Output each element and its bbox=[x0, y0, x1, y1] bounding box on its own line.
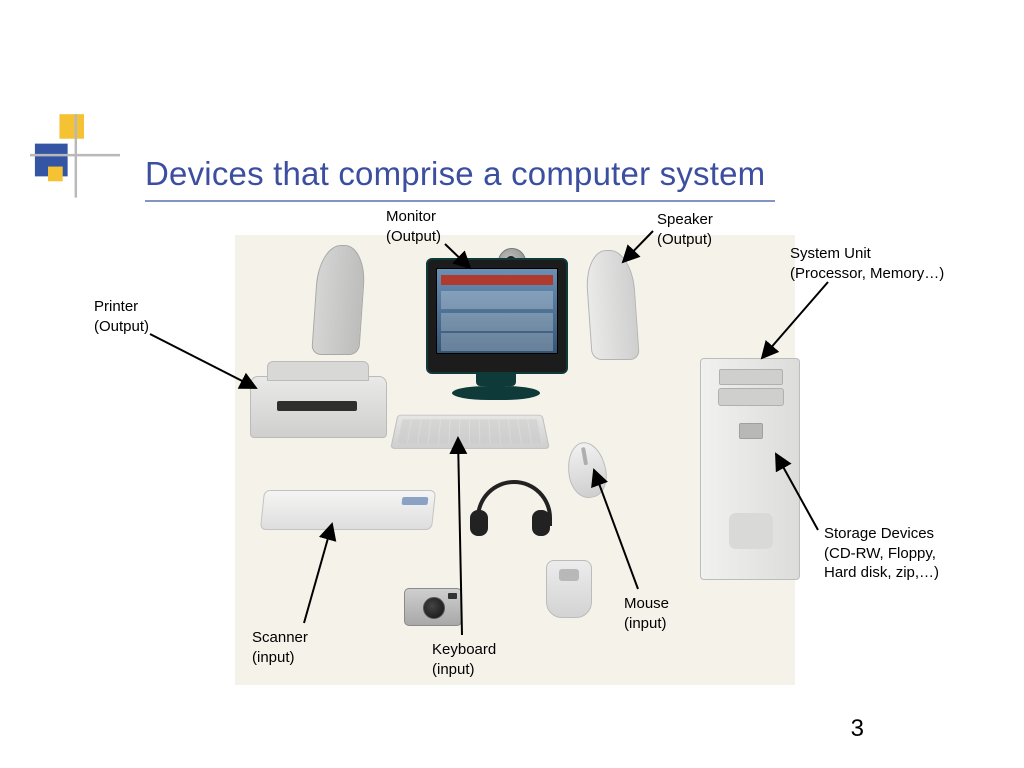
label-scanner-line2: (input) bbox=[252, 648, 308, 668]
printer-icon bbox=[250, 376, 387, 438]
slide-logo-icon bbox=[30, 110, 120, 210]
page-number: 3 bbox=[851, 715, 864, 743]
label-mouse-line1: Mouse bbox=[624, 594, 669, 614]
label-storage-line2: (CD-RW, Floppy, bbox=[824, 544, 939, 564]
label-sysunit-line1: System Unit bbox=[790, 244, 944, 264]
keyboard-icon bbox=[394, 410, 546, 452]
label-system-unit: System Unit (Processor, Memory…) bbox=[790, 244, 944, 283]
label-printer-line2: (Output) bbox=[94, 317, 149, 337]
modem-icon bbox=[546, 560, 592, 618]
mouse-icon bbox=[568, 442, 606, 498]
label-printer: Printer (Output) bbox=[94, 297, 149, 336]
monitor-icon bbox=[420, 258, 570, 408]
label-monitor: Monitor (Output) bbox=[386, 207, 441, 246]
label-keyboard: Keyboard (input) bbox=[432, 640, 496, 679]
headset-icon bbox=[470, 480, 550, 542]
label-mouse: Mouse (input) bbox=[624, 594, 669, 633]
title-underline bbox=[145, 200, 775, 202]
slide-title: Devices that comprise a computer system bbox=[145, 155, 765, 193]
label-monitor-line1: Monitor bbox=[386, 207, 441, 227]
label-mouse-line2: (input) bbox=[624, 614, 669, 634]
label-scanner: Scanner (input) bbox=[252, 628, 308, 667]
system-unit-icon bbox=[700, 358, 800, 580]
label-storage: Storage Devices (CD-RW, Floppy, Hard dis… bbox=[824, 524, 939, 583]
label-speaker-line2: (Output) bbox=[657, 230, 713, 250]
label-keyboard-line2: (input) bbox=[432, 660, 496, 680]
label-storage-line1: Storage Devices bbox=[824, 524, 939, 544]
slide: Devices that comprise a computer system … bbox=[0, 0, 1024, 768]
label-monitor-line2: (Output) bbox=[386, 227, 441, 247]
scanner-icon bbox=[262, 490, 434, 530]
label-storage-line3: Hard disk, zip,…) bbox=[824, 563, 939, 583]
label-printer-line1: Printer bbox=[94, 297, 149, 317]
speaker-right-icon bbox=[588, 250, 636, 360]
label-speaker-line1: Speaker bbox=[657, 210, 713, 230]
label-keyboard-line1: Keyboard bbox=[432, 640, 496, 660]
speaker-left-icon bbox=[315, 245, 363, 355]
label-sysunit-line2: (Processor, Memory…) bbox=[790, 264, 944, 284]
camera-icon bbox=[404, 588, 462, 626]
label-scanner-line1: Scanner bbox=[252, 628, 308, 648]
label-speaker: Speaker (Output) bbox=[657, 210, 713, 249]
